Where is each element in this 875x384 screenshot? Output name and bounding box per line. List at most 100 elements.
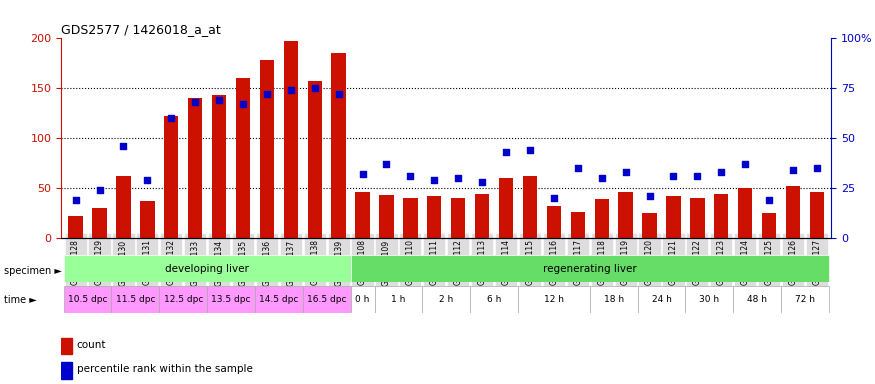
FancyBboxPatch shape: [255, 286, 303, 313]
Point: [642, 193, 656, 199]
Bar: [164, 116, 178, 238]
Point: [595, 175, 609, 181]
Point: [570, 165, 584, 171]
Bar: [522, 176, 537, 238]
Text: 2 h: 2 h: [439, 295, 453, 304]
FancyBboxPatch shape: [423, 286, 470, 313]
FancyBboxPatch shape: [111, 286, 159, 313]
FancyBboxPatch shape: [159, 286, 207, 313]
Text: 12 h: 12 h: [544, 295, 564, 304]
Point: [786, 167, 800, 173]
Text: 0 h: 0 h: [355, 295, 370, 304]
Bar: [594, 199, 609, 238]
Text: regenerating liver: regenerating liver: [542, 264, 637, 274]
Bar: [619, 192, 633, 238]
Text: 72 h: 72 h: [795, 295, 815, 304]
Bar: [379, 195, 394, 238]
Point: [236, 101, 250, 108]
Bar: [140, 201, 155, 238]
Bar: [68, 216, 83, 238]
Point: [355, 171, 369, 177]
Text: 18 h: 18 h: [604, 295, 624, 304]
Point: [499, 149, 513, 155]
Point: [164, 115, 178, 121]
Text: 1 h: 1 h: [391, 295, 406, 304]
FancyBboxPatch shape: [781, 286, 829, 313]
Point: [93, 187, 107, 193]
Bar: [355, 192, 370, 238]
Text: time ►: time ►: [4, 295, 37, 305]
Point: [284, 87, 298, 93]
Bar: [547, 206, 561, 238]
Point: [738, 161, 752, 167]
Point: [403, 173, 417, 179]
Point: [308, 85, 322, 91]
Text: 12.5 dpc: 12.5 dpc: [164, 295, 203, 304]
Bar: [499, 178, 514, 238]
Bar: [690, 198, 704, 238]
Bar: [451, 198, 466, 238]
Text: 10.5 dpc: 10.5 dpc: [67, 295, 108, 304]
Point: [810, 165, 824, 171]
Bar: [332, 53, 346, 238]
FancyBboxPatch shape: [733, 286, 781, 313]
Point: [714, 169, 728, 175]
Text: percentile rank within the sample: percentile rank within the sample: [77, 364, 253, 374]
Bar: [786, 186, 800, 238]
FancyBboxPatch shape: [470, 286, 518, 313]
Bar: [714, 194, 728, 238]
Bar: [427, 196, 442, 238]
Bar: [642, 213, 656, 238]
Point: [475, 179, 489, 185]
FancyBboxPatch shape: [685, 286, 733, 313]
Bar: [212, 95, 227, 238]
Bar: [762, 213, 776, 238]
Bar: [93, 208, 107, 238]
Text: 13.5 dpc: 13.5 dpc: [211, 295, 251, 304]
Point: [188, 99, 202, 105]
Point: [212, 97, 226, 103]
Point: [452, 175, 466, 181]
Bar: [307, 81, 322, 238]
Point: [762, 197, 776, 203]
Bar: [403, 198, 417, 238]
Bar: [284, 41, 298, 238]
Bar: [666, 196, 681, 238]
Bar: [475, 194, 489, 238]
FancyBboxPatch shape: [64, 255, 351, 282]
Text: 16.5 dpc: 16.5 dpc: [307, 295, 347, 304]
Bar: [116, 176, 130, 238]
Text: 6 h: 6 h: [487, 295, 501, 304]
FancyBboxPatch shape: [64, 286, 111, 313]
Point: [116, 143, 130, 149]
Bar: [260, 60, 274, 238]
Point: [260, 91, 274, 98]
Point: [667, 173, 681, 179]
Point: [547, 195, 561, 201]
FancyBboxPatch shape: [374, 286, 423, 313]
Bar: [188, 98, 202, 238]
Point: [380, 161, 394, 167]
FancyBboxPatch shape: [590, 286, 638, 313]
Point: [619, 169, 633, 175]
Bar: [61, 362, 73, 379]
Text: specimen ►: specimen ►: [4, 266, 62, 276]
Text: GDS2577 / 1426018_a_at: GDS2577 / 1426018_a_at: [61, 23, 221, 36]
Text: 48 h: 48 h: [747, 295, 767, 304]
Bar: [61, 338, 73, 354]
Text: 11.5 dpc: 11.5 dpc: [116, 295, 155, 304]
Point: [332, 91, 346, 98]
Text: developing liver: developing liver: [165, 264, 249, 274]
Text: 14.5 dpc: 14.5 dpc: [259, 295, 298, 304]
Bar: [236, 78, 250, 238]
FancyBboxPatch shape: [303, 286, 351, 313]
Point: [68, 197, 82, 203]
Bar: [738, 188, 752, 238]
Point: [690, 173, 704, 179]
FancyBboxPatch shape: [518, 286, 590, 313]
Point: [523, 147, 537, 153]
FancyBboxPatch shape: [351, 255, 829, 282]
Text: count: count: [77, 340, 106, 350]
Bar: [570, 212, 585, 238]
Point: [427, 177, 441, 183]
